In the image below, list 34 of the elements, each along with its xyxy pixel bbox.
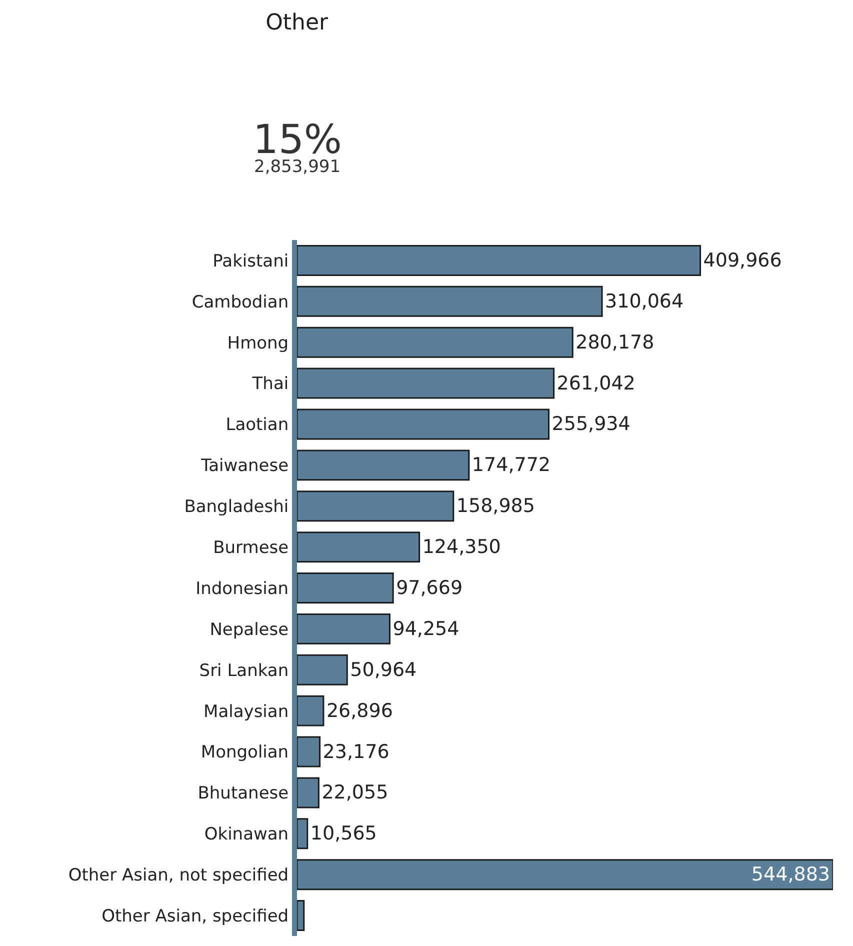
y-tick-label: Okinawan: [204, 824, 289, 845]
data-label: 124,350: [422, 536, 501, 558]
y-tick-label: Malaysian: [204, 702, 289, 722]
data-label: 409,966: [703, 249, 782, 272]
chart-title: Other: [266, 10, 330, 36]
y-tick-label: Indonesian: [196, 578, 289, 599]
y-tick-label: Sri Lankan: [199, 660, 289, 681]
data-label: 544,883: [751, 864, 830, 886]
data-label: 255,934: [552, 413, 630, 436]
data-label: 26,896: [326, 700, 393, 722]
data-label: 22,055: [322, 782, 388, 804]
y-tick-label: Mongolian: [200, 742, 289, 763]
data-label: 261,042: [556, 372, 636, 394]
y-tick-label: Other Asian, specified: [102, 906, 289, 926]
y-tick-label: Burmese: [213, 538, 289, 558]
data-label: 10,565: [310, 822, 377, 845]
data-label: 158,985: [456, 495, 535, 518]
y-tick-label: Bangladeshi: [184, 497, 289, 518]
y-tick-label: Nepalese: [210, 620, 289, 640]
data-label: 280,178: [576, 331, 654, 354]
y-tick-label: Taiwanese: [200, 456, 289, 476]
data-label: 97,669: [396, 577, 463, 599]
data-label: 174,772: [472, 454, 550, 476]
data-label: 94,254: [392, 618, 460, 640]
y-tick-label: Hmong: [227, 333, 289, 354]
y-tick-label: Laotian: [226, 415, 289, 436]
data-label: 310,064: [605, 290, 684, 312]
y-tick-label: Pakistani: [212, 251, 289, 272]
y-tick-label: Cambodian: [192, 292, 289, 312]
data-label: 50,964: [350, 658, 417, 681]
y-tick-label: Other Asian, not specified: [68, 866, 289, 886]
data-label: 23,176: [322, 740, 390, 763]
y-tick-label: Thai: [251, 374, 289, 394]
y-tick-label: Bhutanese: [198, 784, 289, 804]
